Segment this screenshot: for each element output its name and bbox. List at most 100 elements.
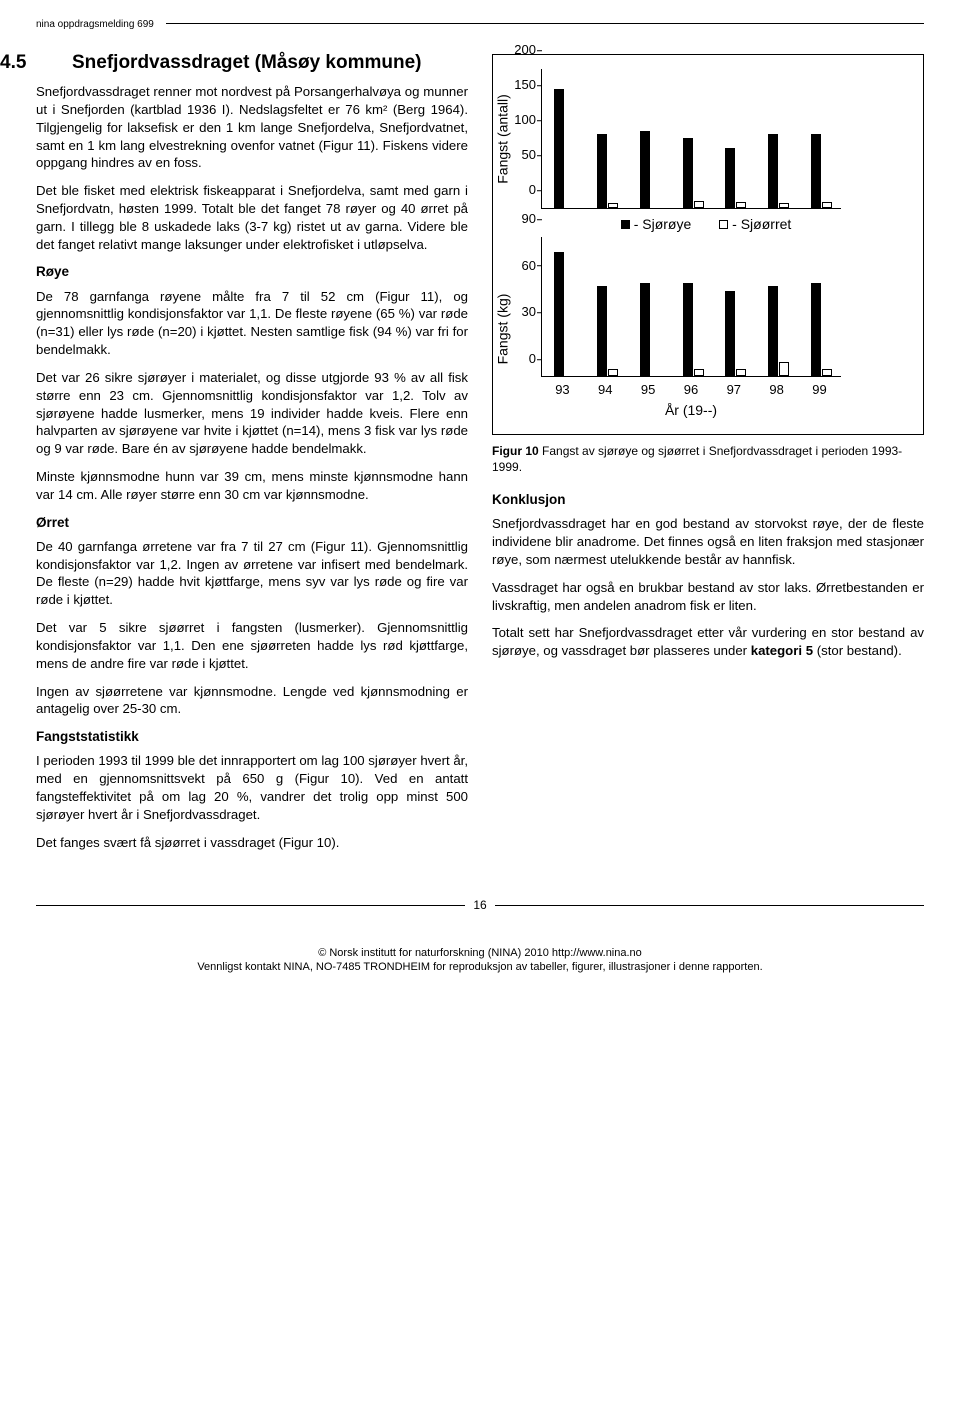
x-tick: 94: [584, 381, 627, 399]
bar-sjoroye: [640, 283, 650, 376]
bar-sjoorret: [694, 201, 704, 208]
bar-group: [640, 131, 661, 208]
footer-line-2: Vennligst kontakt NINA, NO-7485 TRONDHEI…: [36, 960, 924, 974]
x-tick: 97: [712, 381, 755, 399]
figure-10-caption: Figur 10 Fangst av sjørøye og sjøørret i…: [492, 443, 924, 475]
x-axis: 93949596979899: [541, 381, 841, 399]
bar-group: [811, 134, 832, 208]
section-number: 4.5: [36, 50, 72, 76]
x-tick: 98: [755, 381, 798, 399]
bar-sjoroye: [597, 286, 607, 376]
x-tick: 93: [541, 381, 584, 399]
bar-sjoroye: [554, 89, 564, 208]
bar-sjoroye: [768, 286, 778, 376]
page-number: 16: [473, 897, 486, 913]
konklusjon-para-3: Totalt sett har Snefjordvassdraget etter…: [492, 624, 924, 660]
figure-10-caption-text: Fangst av sjørøye og sjøørret i Snefjord…: [492, 444, 902, 474]
konklusjon-para-1: Snefjordvassdraget har en god bestand av…: [492, 515, 924, 568]
bar-sjoroye: [725, 148, 735, 208]
x-tick: 95: [627, 381, 670, 399]
section-title: 4.5Snefjordvassdraget (Måsøy kommune): [36, 50, 468, 76]
konklusjon-heading: Konklusjon: [492, 491, 924, 509]
y-tick: 200: [510, 41, 536, 59]
konklusjon-para-2: Vassdraget har også en brukbar bestand a…: [492, 579, 924, 615]
bar-sjoorret: [779, 203, 789, 208]
chart-fangst-kg: Fangst (kg)030609093949596979899År (19--…: [507, 237, 905, 419]
bar-sjoroye: [768, 134, 778, 208]
konklusjon-p3-c: (stor bestand).: [813, 643, 902, 658]
bar-group: [725, 291, 746, 377]
intro-para-2: Det ble fisket med elektrisk fiskeappara…: [36, 182, 468, 253]
fangststat-heading: Fangststatistikk: [36, 728, 468, 746]
footer-line-right: [495, 905, 924, 906]
y-tick: 50: [510, 146, 536, 164]
chart-legend: - Sjørøye - Sjøørret: [507, 215, 905, 234]
bar-group: [725, 148, 746, 208]
roye-heading: Røye: [36, 263, 468, 281]
bar-sjoorret: [608, 203, 618, 207]
bar-group: [683, 283, 704, 376]
bar-group: [640, 283, 661, 376]
bar-sjoorret: [694, 369, 704, 377]
stat-para-1: I perioden 1993 til 1999 ble det innrapp…: [36, 752, 468, 823]
orret-heading: Ørret: [36, 514, 468, 532]
bar-sjoroye: [683, 138, 693, 208]
bar-sjoroye: [725, 291, 735, 377]
intro-para-1: Snefjordvassdraget renner mot nordvest p…: [36, 83, 468, 172]
legend-label-sjoorret: - Sjøørret: [732, 216, 791, 232]
x-tick: 99: [798, 381, 841, 399]
y-tick: 100: [510, 111, 536, 129]
roye-para-1: De 78 garnfanga røyene målte fra 7 til 5…: [36, 288, 468, 359]
bar-group: [683, 138, 704, 208]
legend-swatch-hollow-icon: [719, 220, 728, 229]
legend-swatch-filled-icon: [621, 220, 630, 229]
left-column: 4.5Snefjordvassdraget (Måsøy kommune) Sn…: [36, 40, 468, 862]
figure-10-label: Figur 10: [492, 444, 539, 458]
bar-sjoroye: [554, 252, 564, 376]
two-column-layout: 4.5Snefjordvassdraget (Måsøy kommune) Sn…: [36, 40, 924, 862]
bar-sjoorret: [779, 362, 789, 376]
footer-line-left: [36, 905, 465, 906]
bar-group: [597, 134, 618, 208]
page-footer-rule: 16: [36, 897, 924, 913]
y-tick: 0: [510, 181, 536, 199]
bar-sjoorret: [822, 202, 832, 208]
running-header: nina oppdragsmelding 699: [36, 18, 924, 32]
y-tick: 0: [510, 350, 536, 368]
orret-para-3: Ingen av sjøørretene var kjønnsmodne. Le…: [36, 683, 468, 719]
bar-sjoroye: [811, 134, 821, 208]
chart-fangst-antall: Fangst (antall)050100150200: [507, 69, 905, 209]
orret-para-2: Det var 5 sikre sjøørret i fangsten (lus…: [36, 619, 468, 672]
y-tick: 90: [510, 210, 536, 228]
y-tick: 150: [510, 76, 536, 94]
orret-para-1: De 40 garnfanga ørretene var fra 7 til 2…: [36, 538, 468, 609]
bar-sjoroye: [683, 283, 693, 376]
konklusjon-p3-bold: kategori 5: [751, 643, 813, 658]
bar-sjoorret: [736, 202, 746, 208]
x-tick: 96: [670, 381, 713, 399]
legend-label-sjoroye: - Sjørøye: [634, 216, 692, 232]
stat-para-2: Det fanges svært få sjøørret i vassdrage…: [36, 834, 468, 852]
bar-sjoroye: [597, 134, 607, 208]
footer-copyright: © Norsk institutt for naturforskning (NI…: [36, 946, 924, 975]
bar-sjoorret: [736, 369, 746, 377]
bar-sjoorret: [822, 369, 832, 377]
bar-group: [554, 89, 575, 208]
bar-sjoroye: [811, 283, 821, 376]
y-tick: 30: [510, 303, 536, 321]
footer-line-1: © Norsk institutt for naturforskning (NI…: [36, 946, 924, 960]
x-axis-label: År (19--): [541, 401, 841, 420]
bar-group: [811, 283, 832, 376]
bar-group: [768, 286, 789, 376]
bar-sjoorret: [608, 369, 618, 377]
bar-group: [597, 286, 618, 376]
roye-para-2: Det var 26 sikre sjørøyer i materialet, …: [36, 369, 468, 458]
bar-sjoroye: [640, 131, 650, 208]
roye-para-3: Minste kjønnsmodne hunn var 39 cm, mens …: [36, 468, 468, 504]
figure-10-box: Fangst (antall)050100150200 - Sjørøye - …: [492, 54, 924, 435]
y-tick: 60: [510, 257, 536, 275]
y-axis-label: Fangst (antall): [494, 94, 513, 183]
bar-group: [768, 134, 789, 208]
right-column: Fangst (antall)050100150200 - Sjørøye - …: [492, 40, 924, 862]
bar-group: [554, 252, 575, 376]
